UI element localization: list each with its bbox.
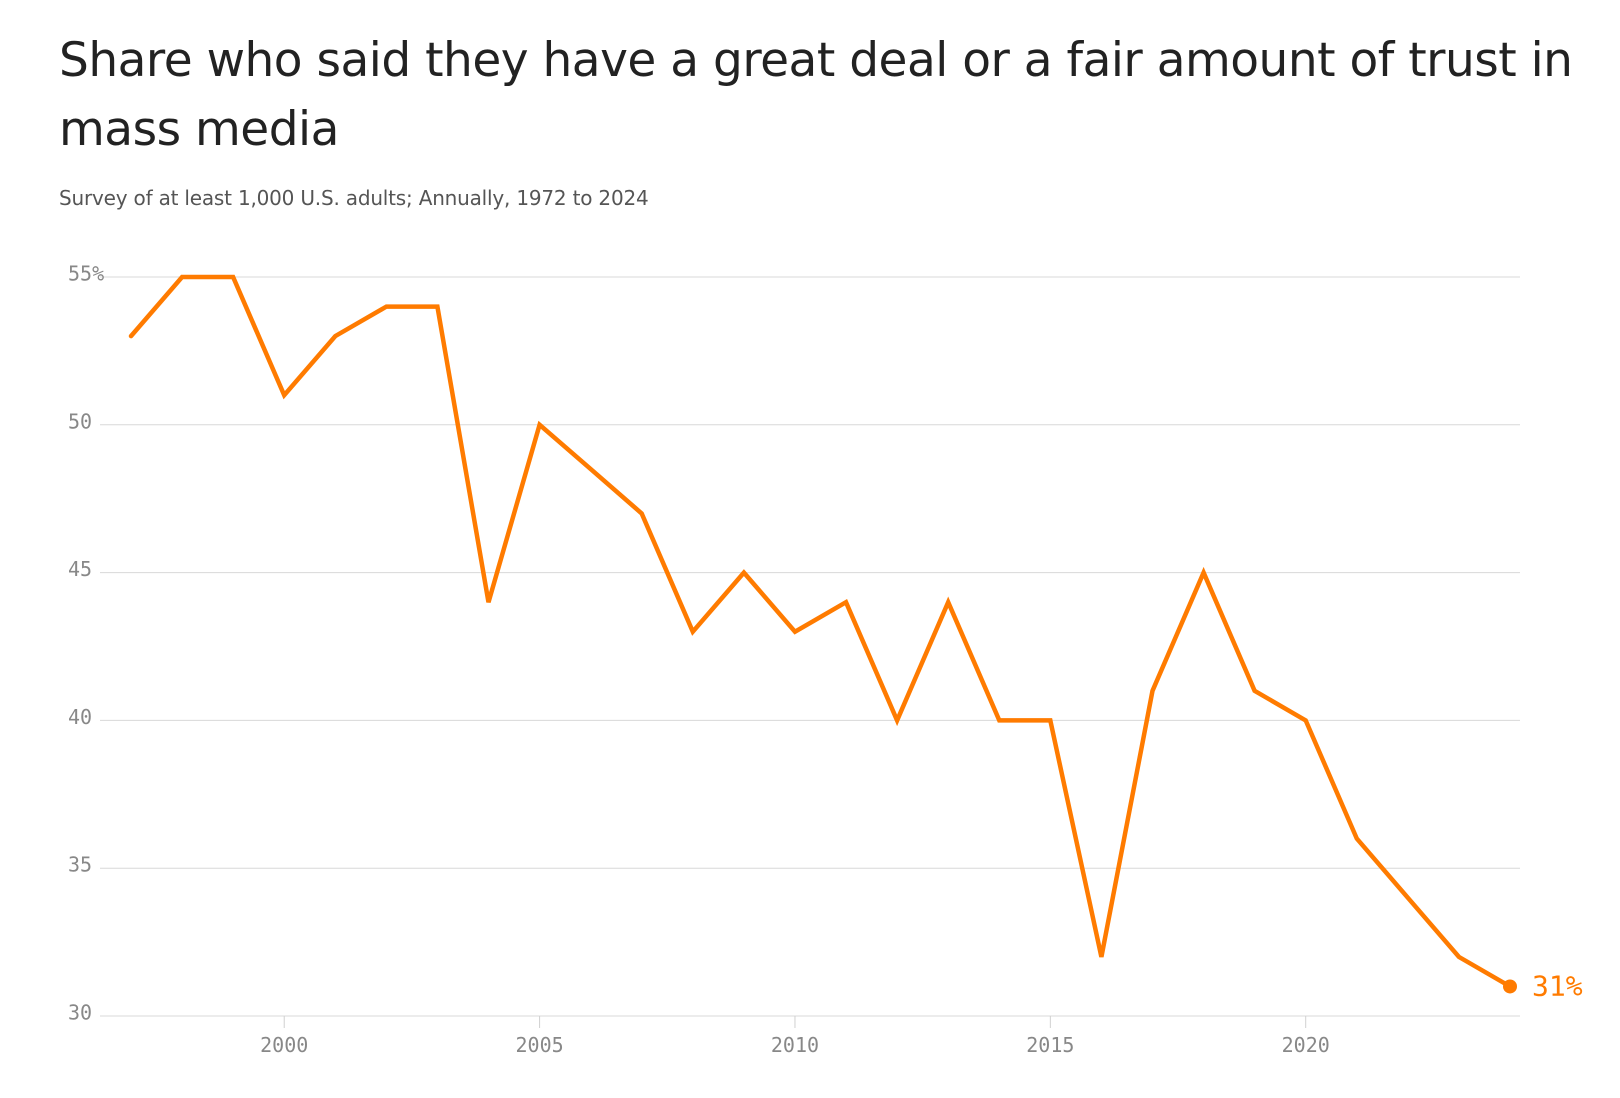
x-tick-label: 2020	[1282, 1033, 1330, 1057]
y-axis: 55% 50 45 40 35 30	[68, 262, 104, 1025]
end-value-label: 31%	[1532, 969, 1583, 1002]
end-point-marker	[1503, 979, 1517, 994]
y-tick-label: 55%	[68, 262, 104, 286]
y-tick-label: 40	[68, 705, 92, 729]
x-axis: 2000 2005 2010 2015 2020	[260, 1016, 1330, 1057]
chart-title: Share who said they have a great deal or…	[59, 33, 1573, 157]
x-tick-label: 2010	[771, 1033, 819, 1057]
y-tick-label: 30	[68, 1001, 92, 1025]
series-layer	[128, 274, 1513, 989]
y-tick-label: 35	[68, 853, 92, 877]
x-tick-label: 2005	[516, 1033, 564, 1057]
annotations: 31%	[1503, 969, 1583, 1002]
series-line	[128, 274, 1513, 989]
grid-lines	[100, 276, 1520, 1017]
y-tick-label: 45	[68, 557, 92, 581]
x-tick-label: 2000	[260, 1033, 308, 1057]
x-tick-label: 2015	[1026, 1033, 1074, 1057]
y-tick-label: 50	[68, 409, 92, 433]
chart-subtitle: Survey of at least 1,000 U.S. adults; An…	[59, 186, 649, 210]
